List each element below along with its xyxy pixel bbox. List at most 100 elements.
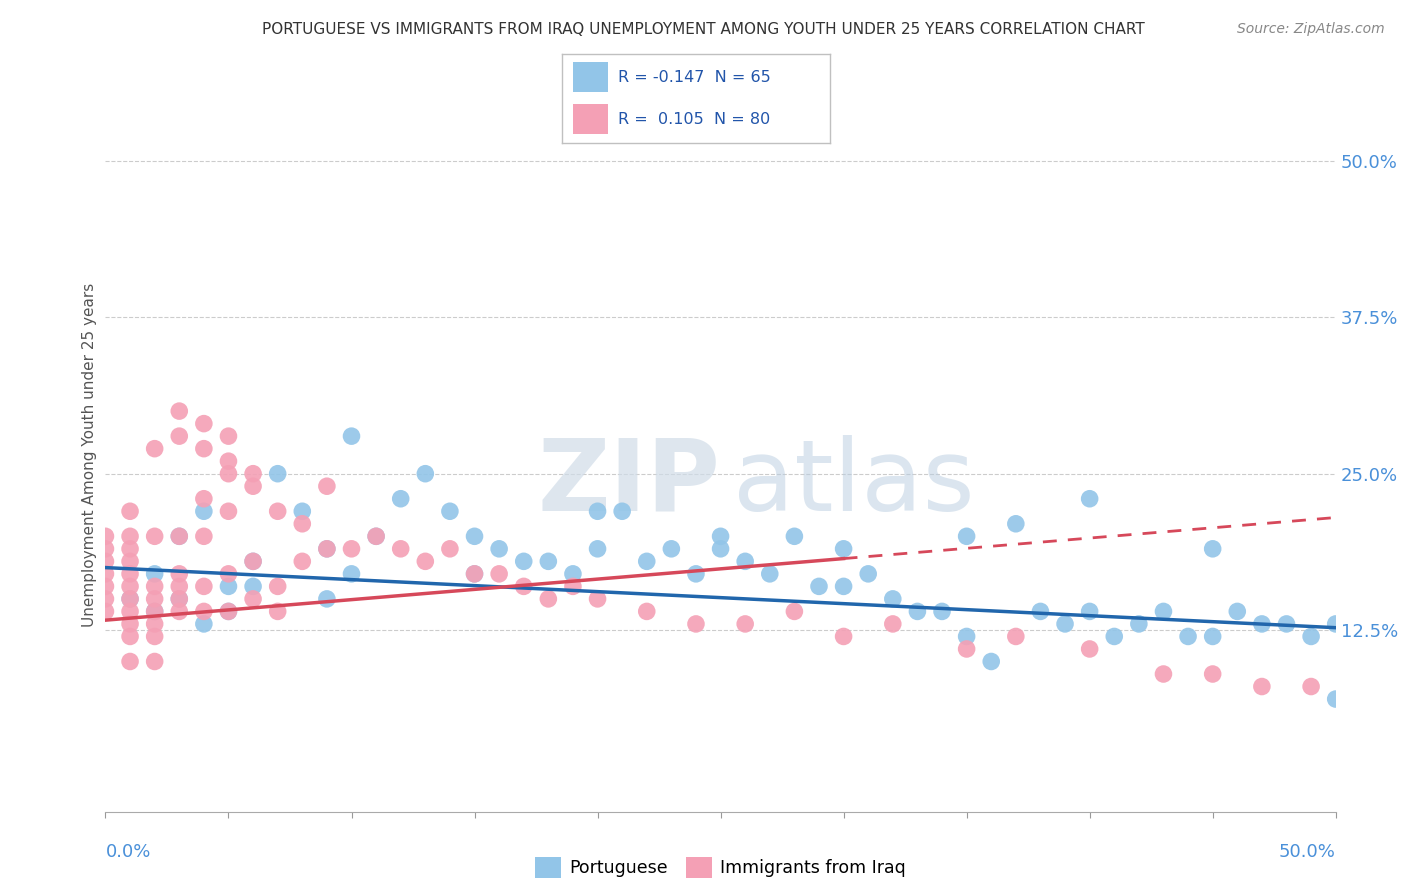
- Point: [169, 529, 191, 543]
- Point: [315, 541, 337, 556]
- Point: [1251, 680, 1274, 694]
- Point: [1153, 604, 1175, 618]
- Point: [242, 554, 264, 568]
- Point: [734, 554, 756, 568]
- Point: [389, 491, 412, 506]
- Point: [218, 604, 240, 618]
- Point: [1004, 516, 1026, 531]
- Text: ZIP: ZIP: [537, 435, 721, 532]
- Point: [120, 591, 141, 606]
- Point: [242, 467, 264, 481]
- Point: [562, 579, 585, 593]
- Point: [366, 529, 388, 543]
- Point: [439, 541, 461, 556]
- Point: [832, 541, 855, 556]
- Point: [1177, 630, 1199, 644]
- Point: [783, 529, 806, 543]
- Point: [169, 429, 191, 443]
- Point: [759, 566, 782, 581]
- Point: [193, 504, 215, 518]
- Text: 0.0%: 0.0%: [105, 843, 150, 861]
- Point: [1102, 630, 1125, 644]
- Point: [685, 616, 707, 631]
- Point: [389, 541, 412, 556]
- Point: [267, 604, 290, 618]
- Point: [1202, 541, 1225, 556]
- Point: [120, 566, 141, 581]
- Point: [513, 554, 536, 568]
- Point: [1226, 604, 1249, 618]
- Point: [143, 579, 166, 593]
- Point: [143, 566, 166, 581]
- Point: [931, 604, 953, 618]
- Point: [956, 642, 979, 657]
- Point: [832, 630, 855, 644]
- Point: [513, 579, 536, 593]
- Point: [143, 616, 166, 631]
- Point: [488, 541, 510, 556]
- Point: [169, 566, 191, 581]
- Point: [340, 566, 363, 581]
- Point: [882, 616, 904, 631]
- Point: [1251, 616, 1274, 631]
- Point: [218, 467, 240, 481]
- Point: [291, 504, 314, 518]
- Point: [120, 604, 141, 618]
- Text: PORTUGUESE VS IMMIGRANTS FROM IRAQ UNEMPLOYMENT AMONG YOUTH UNDER 25 YEARS CORRE: PORTUGUESE VS IMMIGRANTS FROM IRAQ UNEMP…: [262, 22, 1144, 37]
- Point: [1078, 604, 1101, 618]
- Point: [120, 504, 141, 518]
- Point: [464, 529, 486, 543]
- Point: [907, 604, 929, 618]
- Point: [143, 604, 166, 618]
- Point: [143, 591, 166, 606]
- Text: R = -0.147  N = 65: R = -0.147 N = 65: [619, 70, 772, 85]
- Point: [586, 591, 609, 606]
- Point: [1128, 616, 1150, 631]
- Point: [980, 655, 1002, 669]
- Point: [1078, 491, 1101, 506]
- Point: [267, 579, 290, 593]
- Point: [120, 591, 141, 606]
- Point: [464, 566, 486, 581]
- Point: [488, 566, 510, 581]
- Point: [366, 529, 388, 543]
- Point: [636, 554, 658, 568]
- Point: [120, 541, 141, 556]
- Point: [734, 616, 756, 631]
- Legend: Portuguese, Immigrants from Iraq: Portuguese, Immigrants from Iraq: [529, 850, 912, 885]
- Point: [218, 579, 240, 593]
- Point: [610, 504, 633, 518]
- Point: [882, 591, 904, 606]
- Point: [143, 604, 166, 618]
- Point: [1202, 630, 1225, 644]
- Point: [169, 579, 191, 593]
- Point: [858, 566, 880, 581]
- Point: [291, 516, 314, 531]
- Y-axis label: Unemployment Among Youth under 25 years: Unemployment Among Youth under 25 years: [82, 283, 97, 627]
- Point: [143, 529, 166, 543]
- Point: [710, 529, 733, 543]
- Point: [685, 566, 707, 581]
- Point: [120, 655, 141, 669]
- Point: [562, 566, 585, 581]
- Point: [315, 591, 337, 606]
- Point: [636, 604, 658, 618]
- Point: [143, 630, 166, 644]
- Point: [94, 554, 117, 568]
- Point: [783, 604, 806, 618]
- Point: [120, 529, 141, 543]
- Point: [267, 504, 290, 518]
- Point: [956, 630, 979, 644]
- Point: [94, 604, 117, 618]
- Point: [340, 541, 363, 556]
- Point: [120, 554, 141, 568]
- Point: [1301, 630, 1323, 644]
- Point: [537, 554, 560, 568]
- Point: [291, 554, 314, 568]
- Text: atlas: atlas: [733, 435, 974, 532]
- Point: [242, 554, 264, 568]
- Point: [586, 541, 609, 556]
- Point: [267, 467, 290, 481]
- Point: [120, 579, 141, 593]
- Point: [710, 541, 733, 556]
